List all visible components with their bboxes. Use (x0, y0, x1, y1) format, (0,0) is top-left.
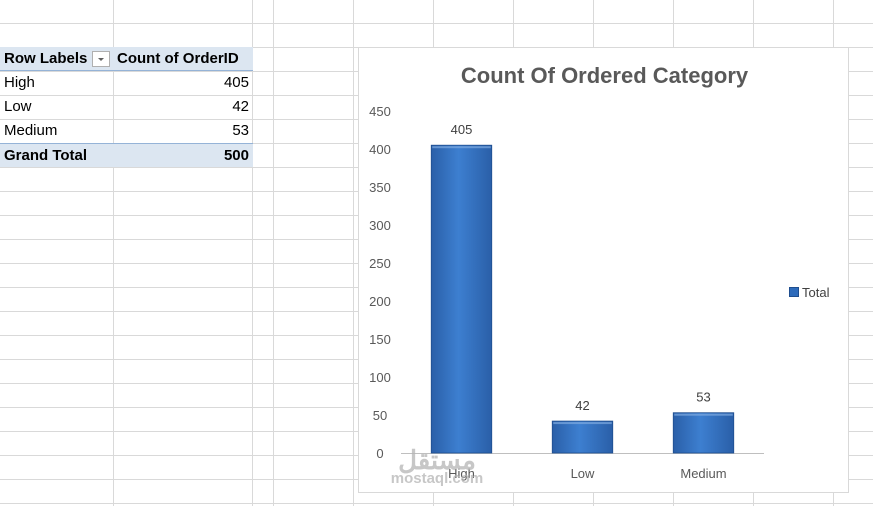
bar-highlight (432, 146, 491, 149)
y-tick-label: 250 (369, 256, 391, 271)
chart-title[interactable]: Count Of Ordered Category (460, 63, 749, 88)
y-tick-label: 150 (369, 332, 391, 347)
bar[interactable] (672, 412, 735, 454)
column-b-cells (114, 0, 253, 506)
chart-area[interactable]: Count Of Ordered Category 0 50 100 150 200 25… (358, 47, 849, 493)
y-tick-label: 400 (369, 142, 391, 157)
x-tick-label: Low (571, 466, 595, 481)
watermark-latin: mostaql.com (390, 470, 484, 487)
y-tick-label: 100 (369, 370, 391, 385)
legend-label: Total (802, 285, 830, 300)
y-tick-label: 450 (369, 104, 391, 119)
pivot-row-label: High (4, 74, 35, 91)
y-tick-label: 350 (369, 180, 391, 195)
grand-total-value: 500 (223, 147, 249, 164)
pivot-table: Row Labels Count of OrderID High 405 Low… (0, 47, 253, 167)
pivot-row-label: Medium (4, 122, 58, 139)
pivot-row-low[interactable]: Low 42 (0, 95, 253, 119)
pivot-row-value: 405 (223, 74, 249, 91)
pivot-row-value: 42 (232, 98, 249, 115)
bar-chart: 0 50 100 150 200 250 300 350 400 450 405 High 42 Low 5… (369, 104, 764, 481)
count-header[interactable]: Count of OrderID (117, 50, 239, 67)
legend-swatch-icon (789, 287, 799, 297)
pivot-row-value: 53 (232, 122, 249, 139)
data-label: 42 (575, 398, 589, 413)
y-tick-label: 0 (376, 446, 383, 461)
x-tick-label: Medium (680, 466, 726, 481)
pivot-row-high[interactable]: High 405 (0, 71, 253, 95)
bar-highlight (674, 413, 733, 416)
pivot-header-row: Row Labels Count of OrderID (0, 47, 253, 71)
row-labels-header[interactable]: Row Labels (4, 50, 88, 67)
pivot-grand-total-row[interactable]: Grand Total 500 (0, 143, 253, 167)
grand-total-label: Grand Total (4, 147, 88, 164)
bar-highlight (553, 422, 612, 425)
y-tick-label: 50 (373, 408, 387, 423)
row-labels-filter-dropdown[interactable] (92, 51, 110, 67)
y-tick-label: 300 (369, 218, 391, 233)
chart-legend[interactable]: Total (789, 285, 829, 300)
pivot-row-medium[interactable]: Medium 53 (0, 119, 253, 143)
x-tick-label: High (448, 466, 475, 481)
data-label: 53 (696, 390, 710, 405)
y-tick-label: 200 (369, 294, 391, 309)
watermark-logo: مستقل mostaql.com (382, 447, 492, 486)
data-label: 405 (451, 122, 473, 137)
bar[interactable] (551, 420, 614, 454)
bar[interactable] (430, 144, 493, 454)
column-a-cells (0, 0, 114, 506)
pivot-row-label: Low (4, 98, 32, 115)
watermark-arabic: مستقل (398, 445, 476, 475)
